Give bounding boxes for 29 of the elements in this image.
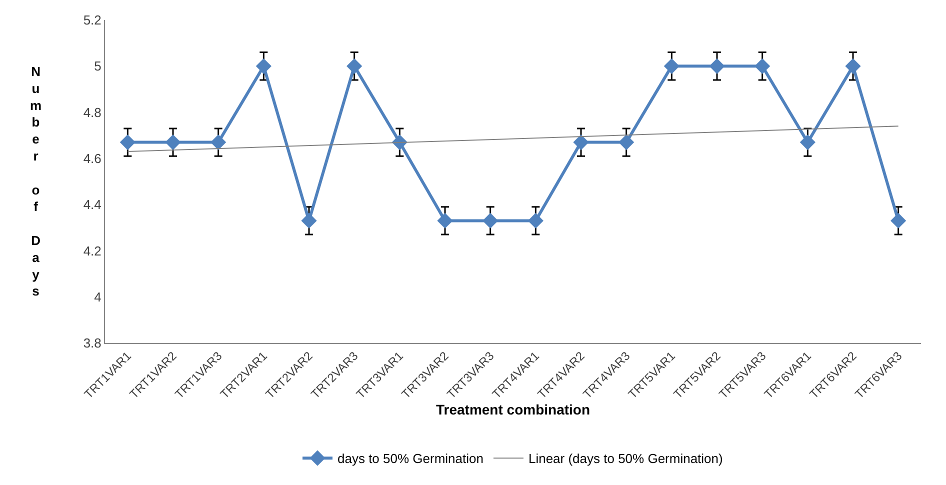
- y-tick-label: 5: [94, 58, 102, 74]
- point: [482, 212, 498, 229]
- point: [301, 212, 317, 229]
- point: [845, 58, 861, 74]
- point: [800, 134, 816, 150]
- point: [256, 58, 272, 74]
- point: [890, 212, 906, 229]
- y-tick-label: 4.8: [83, 104, 102, 120]
- point: [709, 58, 725, 74]
- point: [346, 58, 362, 74]
- point: [120, 134, 136, 150]
- point: [664, 58, 680, 74]
- point: [573, 134, 589, 150]
- y-tick-label: 4.4: [83, 197, 102, 212]
- point: [528, 212, 544, 229]
- x-axis-title: Treatment combination: [436, 401, 590, 418]
- point: [437, 212, 453, 229]
- point: [165, 134, 181, 150]
- point: [754, 58, 770, 74]
- y-tick-label: 3.8: [83, 336, 102, 351]
- point: [210, 134, 226, 150]
- y-tick-label: 5.2: [83, 12, 102, 28]
- text: Number of Days: [30, 64, 42, 299]
- legend-label: Linear (days to 50% Germination): [528, 451, 723, 466]
- y-tick-label: 4.2: [83, 243, 102, 258]
- point: [618, 134, 634, 150]
- y-tick-label: 4: [94, 289, 102, 304]
- y-tick-label: 4.6: [83, 150, 102, 166]
- legend-label: days to 50% Germination: [338, 451, 484, 466]
